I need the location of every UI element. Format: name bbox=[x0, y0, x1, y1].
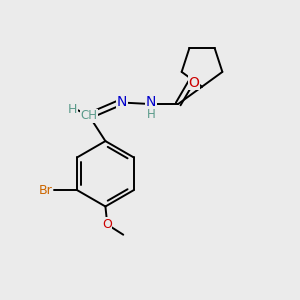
Text: O: O bbox=[188, 76, 199, 89]
Text: N: N bbox=[146, 95, 156, 110]
Text: N: N bbox=[117, 95, 127, 110]
Text: H: H bbox=[146, 108, 155, 121]
Text: CH: CH bbox=[81, 109, 98, 122]
Text: Br: Br bbox=[39, 184, 53, 196]
Text: H: H bbox=[68, 103, 77, 116]
Text: O: O bbox=[102, 218, 112, 231]
